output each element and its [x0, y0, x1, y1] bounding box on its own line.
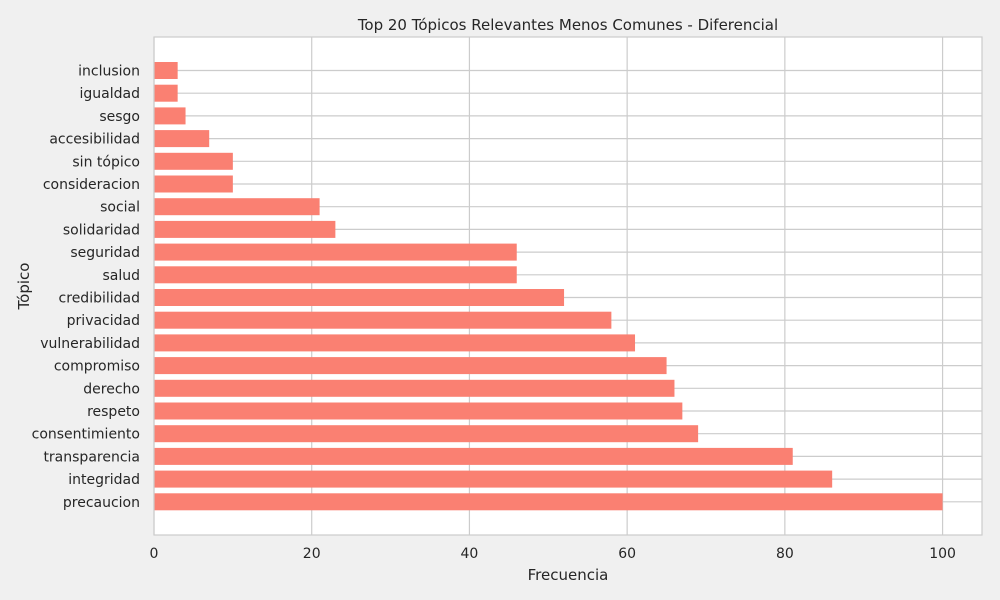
y-tick-labels: inclusion igualdad sesgo accesibilidad sin t… [32, 64, 140, 511]
x-axis-title: Frecuencia [528, 566, 609, 584]
y-tick-label: consideracion [43, 177, 140, 193]
chart-title: Top 20 Tópicos Relevantes Menos Comunes … [357, 16, 778, 34]
bar-integridad [154, 470, 833, 488]
x-tick-label: 100 [929, 546, 956, 562]
y-tick-label: social [100, 200, 140, 216]
y-tick-label: inclusion [78, 64, 140, 80]
bar-sesgo [154, 107, 186, 125]
bar-precaucion [154, 493, 943, 511]
y-tick-label: compromiso [54, 359, 140, 375]
y-tick-label: solidaridad [63, 222, 140, 238]
bar-consideracion [154, 175, 233, 193]
y-tick-label: igualdad [80, 86, 140, 102]
bar-sin-tópico [154, 152, 233, 170]
y-tick-label: respeto [87, 404, 140, 420]
bar-accesibilidad [154, 130, 210, 148]
x-tick-labels: 0 20 40 60 80 100 [150, 546, 956, 562]
y-tick-label: salud [102, 268, 140, 284]
bar-solidaridad [154, 220, 336, 238]
bar-respeto [154, 402, 683, 420]
bar-privacidad [154, 311, 612, 329]
y-tick-label: vulnerabilidad [40, 336, 140, 352]
bars [154, 62, 943, 511]
x-tick-label: 40 [461, 546, 479, 562]
y-tick-label: privacidad [67, 313, 140, 329]
bar-inclusion [154, 62, 178, 79]
y-axis-title: Tópico [15, 263, 33, 311]
y-tick-label: sesgo [99, 109, 140, 125]
y-tick-label: seguridad [70, 245, 140, 261]
bar-derecho [154, 379, 675, 397]
bar-social [154, 198, 320, 216]
x-tick-label: 60 [618, 546, 636, 562]
y-tick-label: derecho [83, 381, 140, 397]
bar-seguridad [154, 243, 517, 261]
bar-consentimiento [154, 425, 699, 443]
x-tick-label: 20 [303, 546, 321, 562]
y-tick-label: precaucion [63, 495, 140, 511]
bar-igualdad [154, 84, 178, 102]
y-tick-label: transparencia [43, 449, 140, 465]
y-tick-label: sin tópico [72, 154, 140, 170]
plot-frame [153, 36, 983, 536]
x-tick-label: 0 [150, 546, 159, 562]
bar-transparencia [154, 447, 793, 465]
bar-compromiso [154, 357, 667, 375]
y-tick-label: integridad [68, 472, 140, 488]
bar-credibilidad [154, 289, 565, 306]
x-tick-label: 80 [776, 546, 794, 562]
bar-vulnerabilidad [154, 334, 636, 352]
y-tick-label: consentimiento [32, 427, 140, 443]
y-tick-label: credibilidad [59, 291, 140, 307]
y-tick-label: accesibilidad [49, 132, 140, 148]
bar-salud [154, 266, 517, 284]
